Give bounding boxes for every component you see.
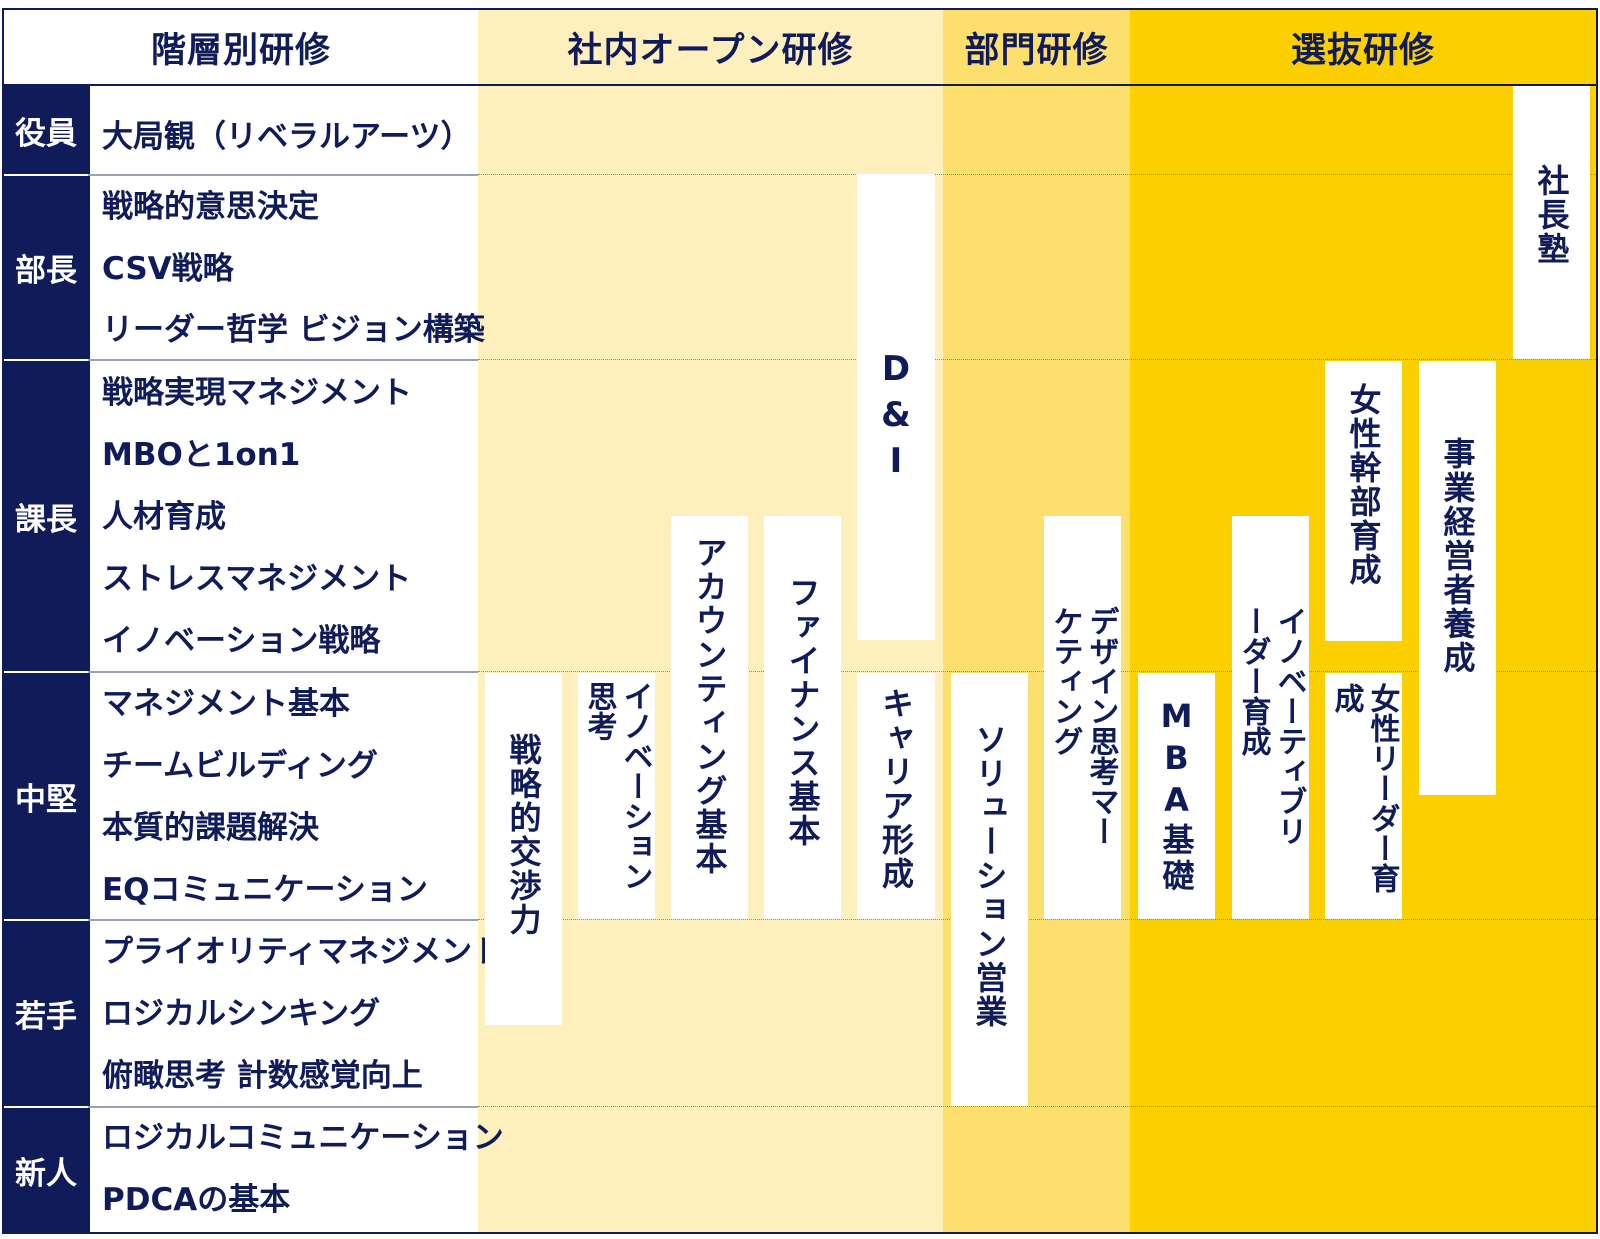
level-general-manager: 部長: [4, 176, 88, 359]
header-selective-training: 選抜研修: [1290, 30, 1435, 71]
topic-divider: [88, 174, 478, 176]
program-innovation-thinking: イノベーション思考: [578, 673, 655, 919]
level-divider: [4, 1106, 88, 1108]
program-innovative-leader: イノベーティブリーダー育成: [1232, 516, 1309, 919]
row-divider: [478, 919, 1596, 920]
topic-divider: [88, 919, 478, 921]
topic-junior: プライオリティマネジメント: [102, 934, 504, 970]
topic-mid-level: EQコミュニケーション: [102, 872, 428, 908]
program-women-leader: 女性リーダー育成: [1325, 673, 1402, 919]
topic-mid-level: チームビルディング: [102, 748, 378, 784]
topic-mid-level: 本質的課題解決: [102, 810, 319, 846]
level-new-hire: 新人: [4, 1108, 88, 1232]
program-solution-sales: ソリューション営業: [951, 673, 1028, 1106]
row-divider: [478, 359, 1596, 360]
topic-general-manager: リーダー哲学 ビジョン構築: [102, 312, 485, 348]
topic-general-manager: CSV戦略: [102, 251, 234, 287]
program-women-executive: 女性幹部育成: [1325, 361, 1402, 641]
topic-junior: ロジカルシンキング: [102, 996, 381, 1032]
level-section-manager: 課長: [4, 361, 88, 671]
row-divider: [478, 671, 1596, 672]
level-mid-level: 中堅: [4, 673, 88, 919]
topic-general-manager: 戦略的意思決定: [102, 189, 319, 225]
topic-divider: [88, 671, 478, 673]
topic-section-manager: 戦略実現マネジメント: [102, 375, 412, 411]
topic-mid-level: マネジメント基本: [102, 686, 350, 722]
program-strategic-negotiation: 戦略的交渉力: [485, 673, 562, 1025]
level-divider: [4, 671, 88, 673]
topic-new-hire: PDCAの基本: [102, 1182, 291, 1218]
program-accounting: アカウンティング基本: [671, 516, 748, 919]
program-business-manager: 事業経営者養成: [1419, 361, 1496, 795]
program-dni: D&I: [857, 174, 935, 640]
header-divider: [4, 84, 1596, 86]
row-divider: [478, 174, 1596, 175]
topic-divider: [88, 1106, 478, 1108]
level-divider: [4, 359, 88, 361]
topic-section-manager: MBOと1on1: [102, 437, 301, 473]
header-department-training: 部門研修: [964, 30, 1109, 71]
row-divider: [478, 1106, 1596, 1107]
topic-divider: [88, 359, 478, 361]
level-divider: [4, 919, 88, 921]
header-tiered-training: 階層別研修: [150, 30, 331, 71]
topic-junior: 俯瞰思考 計数感覚向上: [102, 1058, 423, 1094]
topic-new-hire: ロジカルコミュニケーション: [102, 1120, 504, 1156]
topic-section-manager: 人材育成: [102, 499, 226, 535]
level-junior: 若手: [4, 921, 88, 1106]
program-mba-basics: MBA基礎: [1138, 673, 1215, 919]
program-president-school: 社長塾: [1513, 86, 1590, 359]
topic-executive: 大局観（リベラルアーツ）: [102, 119, 472, 155]
level-divider: [4, 174, 88, 176]
topic-section-manager: ストレスマネジメント: [102, 561, 412, 597]
header-open-training: 社内オープン研修: [567, 30, 854, 71]
program-career: キャリア形成: [857, 673, 935, 919]
topic-section-manager: イノベーション戦略: [102, 623, 381, 659]
program-design-marketing: デザイン思考マーケティング: [1044, 516, 1121, 919]
program-finance: ファイナンス基本: [764, 516, 841, 919]
level-executive: 役員: [4, 86, 88, 174]
